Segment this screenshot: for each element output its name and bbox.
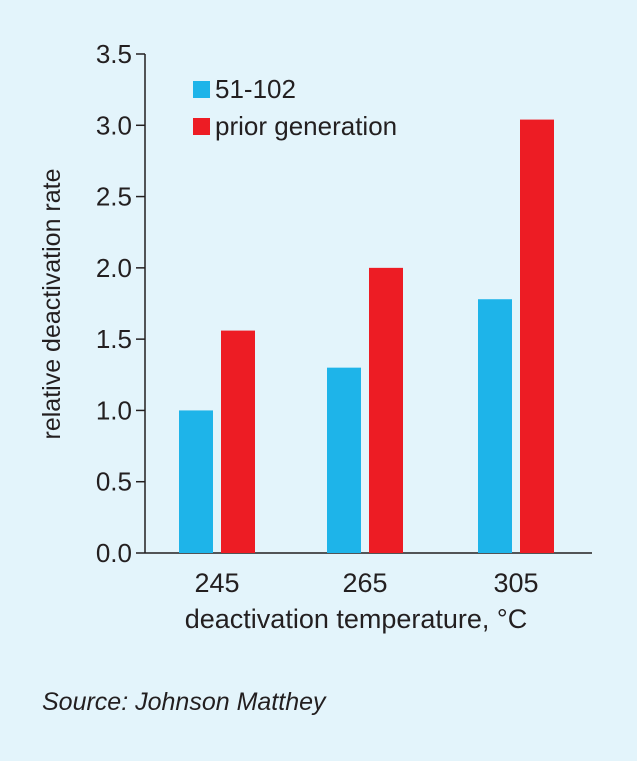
chart-bars: 245 265 305 bbox=[179, 119, 554, 598]
legend-label: prior generation bbox=[215, 111, 397, 141]
bar-51-102-265 bbox=[327, 367, 361, 553]
y-tick-label: 0.5 bbox=[96, 467, 132, 497]
source-note: Source: Johnson Matthey bbox=[42, 688, 326, 716]
y-tick-label: 1.5 bbox=[96, 324, 132, 354]
y-tick-label: 1.0 bbox=[96, 395, 132, 425]
x-tick-label: 305 bbox=[493, 568, 538, 598]
bar-prior-generation-305 bbox=[520, 119, 554, 553]
bar-51-102-305 bbox=[478, 299, 512, 553]
chart-legend: 51-102 prior generation bbox=[193, 74, 397, 141]
y-tick-label: 3.0 bbox=[96, 110, 132, 140]
bar-prior-generation-265 bbox=[369, 267, 403, 553]
x-tick-label: 265 bbox=[342, 568, 387, 598]
y-axis-label: relative deactivation rate bbox=[38, 169, 66, 440]
x-tick-label: 245 bbox=[194, 568, 239, 598]
bar-chart: 0.0 0.5 1.0 1.5 2.0 2.5 3.0 3.5 245 265 305 51-10… bbox=[38, 39, 592, 634]
legend-label: 51-102 bbox=[215, 74, 296, 104]
y-tick-label: 0.0 bbox=[96, 538, 132, 568]
y-tick-label: 3.5 bbox=[96, 39, 132, 69]
legend-swatch bbox=[193, 118, 210, 135]
chart-axes: 0.0 0.5 1.0 1.5 2.0 2.5 3.0 3.5 bbox=[96, 39, 592, 568]
bar-prior-generation-245 bbox=[221, 330, 255, 553]
legend-swatch bbox=[193, 81, 210, 98]
y-tick-label: 2.0 bbox=[96, 253, 132, 283]
y-tick-label: 2.5 bbox=[96, 182, 132, 212]
x-axis-label: deactivation temperature, °C bbox=[185, 604, 527, 634]
bar-51-102-245 bbox=[179, 410, 213, 553]
